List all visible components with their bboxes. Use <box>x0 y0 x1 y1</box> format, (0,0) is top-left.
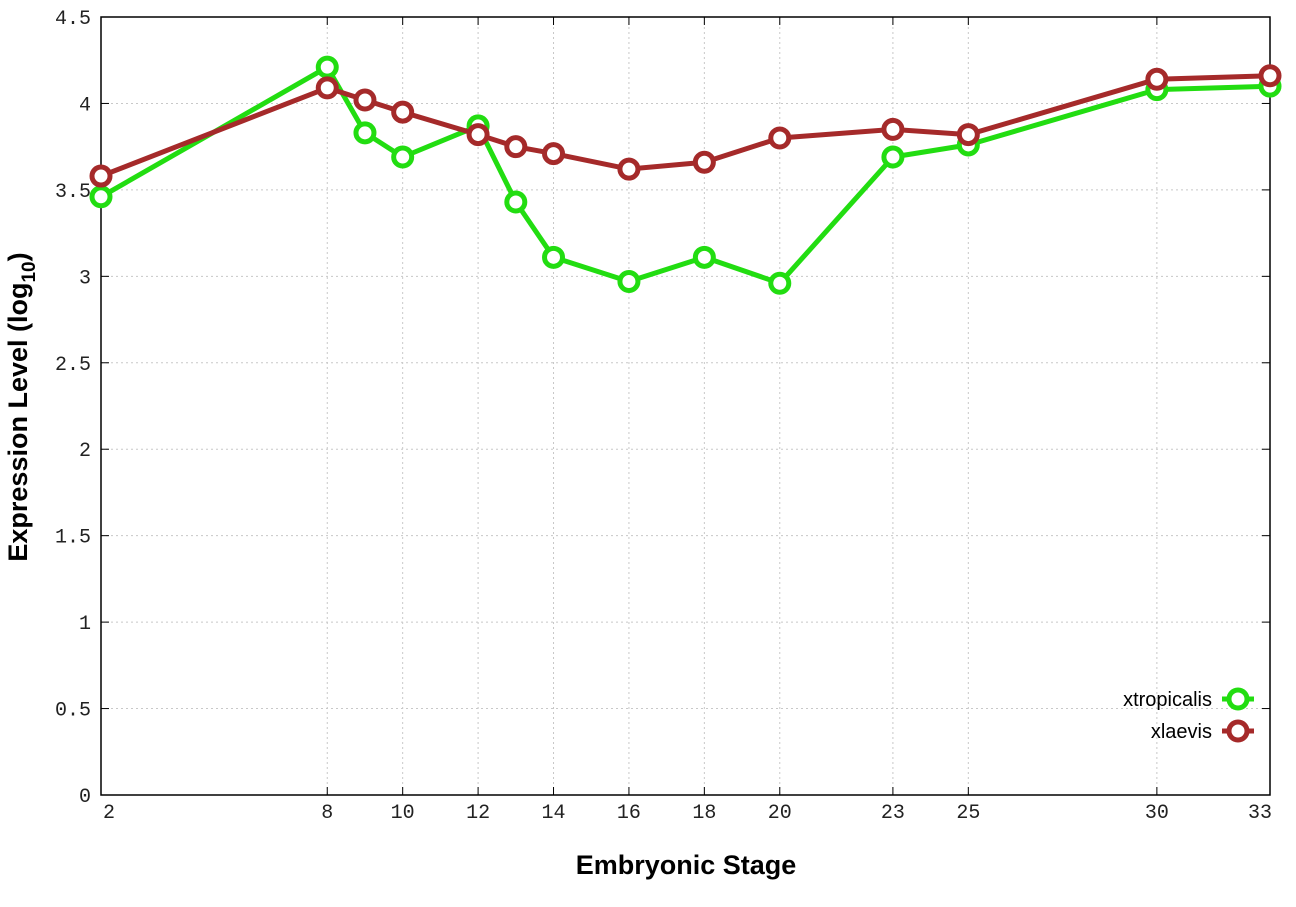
data-point-xlaevis <box>89 164 113 188</box>
y-tick-label: 4.5 <box>55 8 91 31</box>
y-axis-title: Expression Level (log10) <box>3 252 40 561</box>
grid-lines <box>101 17 1270 795</box>
data-point-xlaevis <box>466 123 490 147</box>
y-tick-label: 2 <box>79 440 91 463</box>
data-point-xlaevis <box>692 150 716 174</box>
x-tick-label: 25 <box>956 802 980 825</box>
plot-frame <box>100 16 1271 796</box>
x-axis-ticks: 2 8 10 12 14 16 18 20 23 25 30 33 <box>100 17 1272 825</box>
data-point-xlaevis <box>768 126 792 150</box>
data-point-xtropicalis <box>353 121 377 145</box>
data-point-xlaevis <box>1145 67 1169 91</box>
legend-entry-xlaevis: xlaevis <box>1151 719 1254 743</box>
y-tick-label: 0.5 <box>55 700 91 723</box>
data-point-xtropicalis <box>504 190 528 214</box>
x-tick-label: 14 <box>542 802 566 825</box>
x-tick-label: 18 <box>692 802 716 825</box>
data-point-xlaevis <box>1258 64 1282 88</box>
y-tick-label: 1 <box>79 613 91 636</box>
x-tick-label: 8 <box>321 802 333 825</box>
data-point-xtropicalis <box>881 145 905 169</box>
y-tick-label: 1.5 <box>55 527 91 550</box>
series-line-xlaevis <box>100 73 1271 179</box>
x-axis-title: Embryonic Stage <box>576 850 797 880</box>
data-point-xlaevis <box>504 135 528 159</box>
y-tick-label: 4 <box>79 94 91 117</box>
data-point-xlaevis <box>956 123 980 147</box>
legend-marker-xtropicalis <box>1226 687 1250 711</box>
y-tick-label: 2.5 <box>55 354 91 377</box>
data-point-xtropicalis <box>617 270 641 294</box>
x-tick-label: 23 <box>881 802 905 825</box>
x-tick-label: 16 <box>617 802 641 825</box>
series-xlaevis <box>89 64 1282 188</box>
legend-marker-xlaevis <box>1226 719 1250 743</box>
data-point-xtropicalis <box>89 185 113 209</box>
x-tick-label: 30 <box>1145 802 1169 825</box>
x-tick-label: 20 <box>768 802 792 825</box>
series-group <box>89 55 1282 295</box>
legend: xtropicalis xlaevis <box>1123 687 1254 743</box>
data-point-xlaevis <box>617 157 641 181</box>
y-axis-ticks: 0 0.5 1 1.5 2 2.5 3 3.5 4 4.5 <box>55 8 1270 809</box>
data-point-xlaevis <box>353 88 377 112</box>
data-point-xlaevis <box>315 76 339 100</box>
x-tick-label: 12 <box>466 802 490 825</box>
data-point-xtropicalis <box>692 245 716 269</box>
x-tick-label: 10 <box>391 802 415 825</box>
x-tick-label: 2 <box>103 802 115 825</box>
data-point-xtropicalis <box>542 245 566 269</box>
legend-label-xtropicalis: xtropicalis <box>1123 689 1212 711</box>
y-tick-label: 0 <box>79 786 91 809</box>
y-axis-title-main: Expression Level (log <box>3 283 33 562</box>
legend-entry-xtropicalis: xtropicalis <box>1123 687 1254 711</box>
y-axis-title-close: ) <box>3 252 33 261</box>
data-point-xlaevis <box>881 117 905 141</box>
data-point-xtropicalis <box>391 145 415 169</box>
x-tick-label: 33 <box>1248 802 1272 825</box>
data-point-xtropicalis <box>315 55 339 79</box>
legend-label-xlaevis: xlaevis <box>1151 721 1212 743</box>
data-point-xtropicalis <box>768 271 792 295</box>
y-tick-label: 3 <box>79 267 91 290</box>
y-axis-title-subscript: 10 <box>19 261 40 282</box>
data-point-xlaevis <box>391 100 415 124</box>
data-point-xlaevis <box>542 142 566 166</box>
y-tick-label: 3.5 <box>55 181 91 204</box>
